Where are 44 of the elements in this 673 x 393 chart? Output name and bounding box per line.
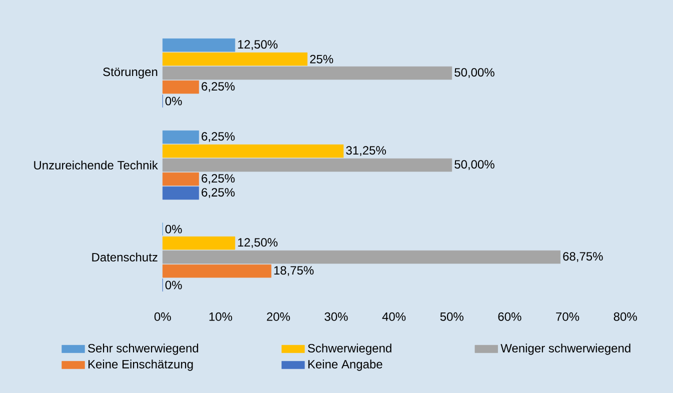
data-label: 68,75% <box>563 252 603 262</box>
x-tick-label: 60% <box>498 312 522 321</box>
legend-label: Weniger schwerwiegend <box>500 344 630 355</box>
bar <box>162 158 452 172</box>
data-label: 18,75% <box>274 266 314 276</box>
y-tick-label: Datenschutz <box>92 252 158 262</box>
legend-label: Keine Einschätzung <box>88 360 193 371</box>
data-label: 31,25% <box>346 146 386 156</box>
data-label: 6,25% <box>202 188 235 198</box>
data-label: 6,25% <box>202 82 235 92</box>
bar <box>162 130 200 144</box>
data-label: 0% <box>165 96 182 106</box>
data-label: 0% <box>165 224 182 234</box>
x-tick-label: 40% <box>382 312 406 321</box>
bar <box>162 172 200 186</box>
bar <box>162 66 452 80</box>
bar <box>162 264 272 278</box>
x-tick-label: 50% <box>440 312 464 321</box>
bar <box>162 80 200 94</box>
y-tick-label: Störungen <box>103 68 158 79</box>
bar <box>162 144 344 158</box>
legend-label: Sehr schwerwiegend <box>88 344 198 355</box>
y-tick-label: Unzureichende Technik <box>34 160 158 170</box>
legend-label: Keine Angabe <box>308 360 382 371</box>
x-tick-label: 70% <box>556 312 580 321</box>
data-label: 12,50% <box>238 40 278 50</box>
data-label: 12,50% <box>238 238 278 248</box>
data-label: 25% <box>310 54 334 64</box>
bar <box>162 186 200 200</box>
data-label: 50,00% <box>454 160 494 170</box>
bar <box>162 38 236 52</box>
bar <box>162 52 308 66</box>
data-label: 6,25% <box>202 132 235 142</box>
data-label: 0% <box>165 280 182 290</box>
legend-label: Schwerwiegend <box>308 344 392 355</box>
x-tick-label: 80% <box>614 312 637 321</box>
data-label: 6,25% <box>202 174 235 184</box>
data-label: 50,00% <box>454 68 494 78</box>
x-tick-label: 0% <box>154 312 171 321</box>
x-tick-label: 10% <box>209 312 232 321</box>
x-tick-label: 30% <box>324 312 348 321</box>
bar <box>162 250 560 264</box>
bar <box>162 236 236 250</box>
x-tick-label: 20% <box>266 312 290 321</box>
